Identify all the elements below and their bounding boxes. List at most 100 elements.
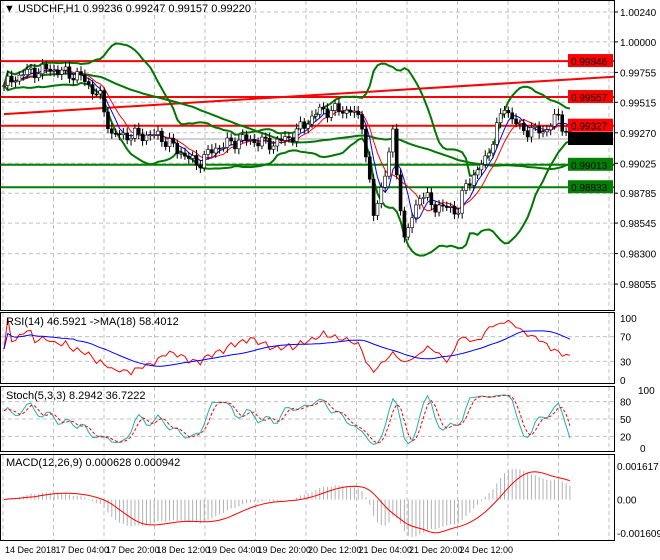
candles-group [2,59,572,243]
candle-body [90,84,95,95]
rsi-title: RSI(14) 46.5921 ->MA(18) 58.4012 [6,316,179,328]
candle-body [121,132,126,136]
candle-body [32,67,37,79]
candle-body [441,204,445,207]
candle-body [533,125,538,128]
candle-body [483,155,488,165]
candle-body [433,204,438,213]
candle-body [290,137,295,142]
candle-body [67,66,72,79]
stoch-tick-label: 50 [620,415,632,426]
candle-body [375,203,380,216]
candle-body [125,132,129,141]
resistance-level-label: 0.99846 [571,57,608,68]
candle-body [294,128,299,142]
resistance-level-tag [568,54,613,68]
candle-body [240,134,245,141]
candle-body [448,206,453,208]
stoch-title: Stoch(5,3,3) 8.2942 36.7222 [6,390,146,402]
price-tick-label: 0.99755 [620,68,657,79]
candle-body [510,112,515,120]
candle-body [494,122,499,145]
candle-body [429,192,434,205]
rsi-tick-label: 30 [620,357,632,368]
candle-body [275,138,280,147]
candle-body [183,152,187,157]
macd-tick-label: -0.001609 [617,529,660,540]
candle-body [29,67,33,70]
time-label: 17 Dec 04:00 [56,545,110,555]
time-label: 17 Dec 20:00 [106,545,160,555]
candle-body [406,227,411,238]
support-level-label: 0.98833 [571,183,608,194]
chart-header: ▼ USDCHF,H1 0.99236 0.99247 0.99157 0.99… [4,3,251,15]
candle-body [521,122,526,131]
candle-body [198,164,203,169]
candle-body [425,192,430,198]
candle-body [337,103,341,112]
candle-body [260,136,264,147]
candle-body [283,136,287,141]
candle-body [344,109,349,114]
candle-body [444,205,449,208]
low-value: 0.99157 [168,3,209,15]
support-level-label: 0.99013 [571,161,608,172]
candle-body [321,106,326,110]
candle-body [144,134,149,142]
candle-body [387,151,391,177]
candle-body [40,63,45,75]
candle-body [71,78,76,81]
stoch-tick-label: 100 [638,386,655,397]
candle-body [529,127,534,138]
candle-body [56,69,60,75]
rsi-ma-line [3,330,571,367]
macd-signal-line [3,471,571,534]
candle-body [110,128,114,134]
candle-body [325,108,330,118]
candle-body [75,71,79,81]
candle-body [44,63,49,70]
candle-body [379,186,384,204]
candle-body [464,183,468,191]
candle-body [383,175,387,188]
candle-body [213,147,218,154]
time-label: 21 Dec 04:00 [359,545,413,555]
candle-body [2,85,6,87]
candle-body [545,129,549,133]
candle-body [225,137,230,148]
candle-body [556,113,561,116]
stoch-tick-label: 80 [620,398,632,409]
price-tick-label: 0.99515 [620,98,657,109]
candle-body [94,93,99,96]
candle-body [244,134,249,141]
candle-body [371,178,376,216]
candle-body [468,183,472,186]
candle-body [471,174,476,186]
current-level-label: 0.99220 [571,135,608,146]
price-tick-label: 0.98300 [620,250,657,261]
stoch-signal-line [3,394,571,444]
candle-body [506,110,511,114]
price-tick-label: 0.98055 [620,280,657,291]
candle-body [352,110,357,113]
dropdown-icon[interactable]: ▼ [4,3,15,15]
price-tick-label: 1.00240 [620,8,657,19]
st-panel-frame [0,386,615,452]
candle-body [21,74,26,76]
price-tick-label: 0.98545 [620,219,657,230]
candle-body [310,115,314,125]
main-panel-frame [0,0,615,311]
candle-body [86,81,91,85]
bollinger-lower-line [3,81,571,257]
candle-body [202,154,206,169]
candle-body [271,145,276,150]
rsi-panel-frame [0,312,615,384]
candle-body [537,125,541,134]
candle-body [156,130,160,135]
candle-body [233,140,237,150]
candle-body [160,130,164,142]
support-level-tag [568,180,613,194]
resistance-level-tag [568,90,613,104]
candle-body [98,90,103,95]
